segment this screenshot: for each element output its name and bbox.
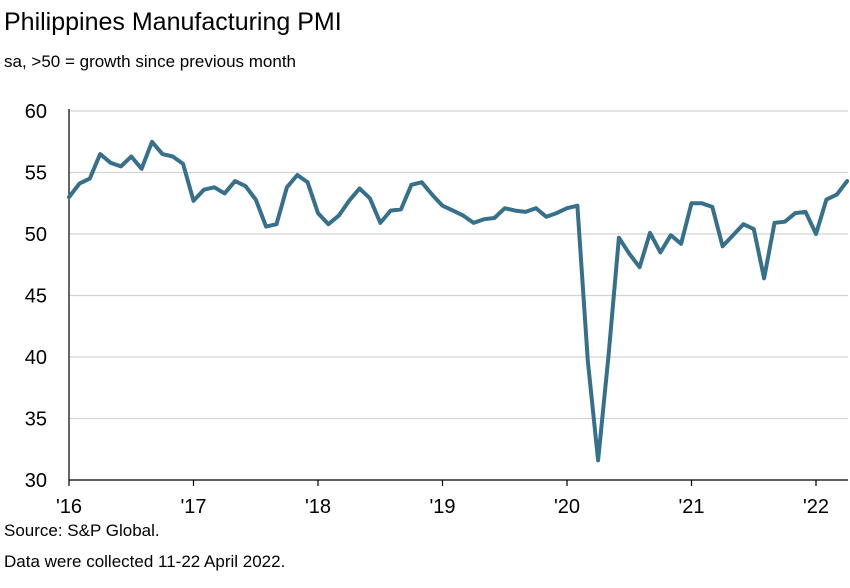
y-tick-label-40: 40 [25,347,47,369]
collection-note: Data were collected 11-22 April 2022. [4,552,286,571]
y-tick-label-55: 55 [25,163,47,185]
x-tick-label-5: '21 [678,496,704,518]
x-tick-label-3: '19 [429,496,455,518]
x-tick-label-4: '20 [554,496,580,518]
y-tick-label-60: 60 [25,101,47,123]
y-tick-label-45: 45 [25,286,47,308]
chart-svg: 30 35 40 45 50 55 60 '16 '17 '18 '19 '20 '21 '22 [25,101,850,518]
chart-subtitle: sa, >50 = growth since previous month [4,52,296,71]
source-note: Source: S&P Global. [4,521,160,540]
x-tick-label-0: '16 [56,496,82,518]
chart-title: Philippines Manufacturing PMI [4,8,342,36]
y-tick-label-50: 50 [25,224,47,246]
x-tick-label-2: '18 [305,496,331,518]
x-tick-label-1: '17 [180,496,206,518]
y-tick-label-30: 30 [25,470,47,492]
x-tick-label-6: '22 [803,496,829,518]
series-line-0 [67,139,850,463]
y-tick-label-35: 35 [25,409,47,431]
